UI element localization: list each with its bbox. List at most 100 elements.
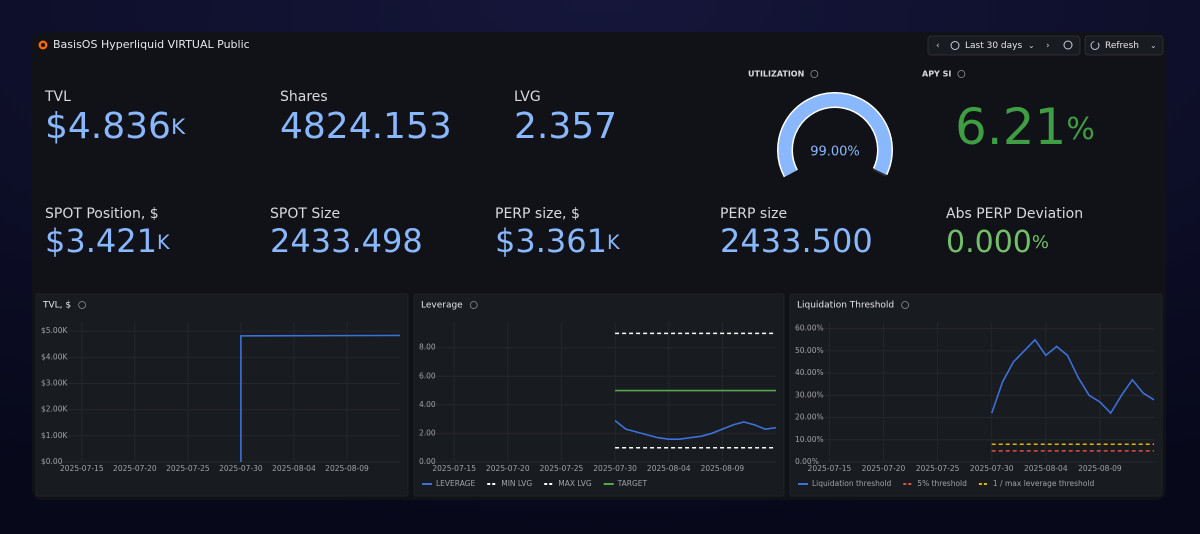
info-icon [901,301,910,309]
refresh-icon [1090,41,1100,50]
dashboard-title: BasisOS Hyperliquid VIRTUAL Public [53,38,250,51]
stat-label: LVG [514,89,541,105]
legend-label: LEVERAGE [436,479,476,488]
time-picker[interactable] [927,35,1081,56]
panel-title: TVL, $ [42,301,71,311]
x-tick-label: 2025-07-30 [970,464,1014,473]
info-icon [810,70,819,78]
x-tick-label: 2025-07-15 [432,464,476,473]
y-tick-label: 0.00 [419,457,436,466]
series-line [990,338,1155,415]
stat-unit: K [607,231,620,254]
x-tick-label: 2025-07-30 [219,464,263,473]
y-tick-label: 40.00% [795,368,824,377]
y-tick-label: 0.00% [795,457,819,466]
info-icon [957,70,966,78]
stat-label: TVL [44,89,71,105]
panel-title: Liquidation Threshold [797,301,894,311]
y-tick-label: $1.00K [41,431,68,440]
y-tick-label: $2.00K [41,405,68,414]
stat-label: Abs PERP Deviation [946,206,1083,222]
stat-unit: K [157,231,170,254]
clock-icon [950,41,960,50]
stat-number: $4.836 [45,106,171,147]
x-tick-label: 2025-08-04 [647,464,691,473]
x-tick-label: 2025-07-20 [486,464,530,473]
stat-value: 2433.498 [270,222,423,260]
stat-value: 6.21% [955,98,1095,156]
stat-number: 0.000 [946,225,1032,260]
panel [413,293,785,497]
dropdown-icon[interactable]: ⌄ [1028,41,1035,50]
gauge-title: UTILIZATION [748,70,804,79]
y-tick-label: 6.00 [419,371,436,380]
series-line [614,419,777,440]
stat-label: PERP size [720,206,787,222]
x-tick-label: 2025-07-20 [862,464,906,473]
y-tick-label: 20.00% [795,413,824,422]
stat-number: $3.421 [45,222,157,260]
stat-value: $4.836K [45,106,186,147]
stat-unit: % [1032,232,1049,253]
x-tick-label: 2025-07-25 [916,464,960,473]
legend-label: 5% threshold [917,479,967,488]
gauge-label: 99.00% [810,145,860,160]
stat-number: 4824.153 [280,106,452,147]
stat-number: 6.21 [955,98,1066,156]
legend-label: Liquidation threshold [812,479,892,488]
x-tick-label: 2025-08-04 [1024,464,1068,473]
y-tick-label: 60.00% [795,324,824,333]
stat-label: SPOT Size [270,206,340,222]
y-tick-label: 10.00% [795,435,824,444]
gauge-value [778,93,892,177]
x-tick-label: 2025-07-15 [60,464,104,473]
x-tick-label: 2025-08-09 [701,464,745,473]
stat-unit: K [171,115,186,140]
legend-label: MIN LVG [501,479,532,488]
y-tick-label: $0.00 [41,457,63,466]
logo-core [41,43,45,47]
stat-number: 2.357 [514,106,617,147]
series-line [240,334,401,462]
y-tick-label: 4.00 [419,400,436,409]
y-tick-label: $4.00K [41,352,68,361]
panel [35,293,409,497]
stat-value: 2.357 [514,106,617,147]
refresh-button[interactable] [1084,35,1164,56]
x-tick-label: 2025-08-04 [272,464,316,473]
stat-label: PERP size, $ [495,206,580,222]
y-tick-label: 8.00 [419,343,436,352]
stat-label: SPOT Position, $ [45,206,159,222]
gauge-track [872,168,887,177]
zoom-out-icon[interactable] [1063,40,1073,50]
stat-label: APY SI [922,70,951,79]
stat-label: Shares [280,89,328,105]
y-tick-label: 2.00 [419,428,436,437]
y-tick-label: 30.00% [795,390,824,399]
info-icon [78,301,87,309]
next-icon[interactable]: › [1046,41,1050,51]
x-tick-label: 2025-07-30 [593,464,637,473]
stat-value: 0.000% [946,225,1049,260]
x-tick-label: 2025-07-15 [808,464,852,473]
dropdown-icon[interactable]: ⌄ [1150,41,1157,50]
x-tick-label: 2025-08-09 [1078,464,1122,473]
legend-label: MAX LVG [558,479,592,488]
stat-number: 2433.500 [720,222,873,260]
info-icon [469,301,478,309]
x-tick-label: 2025-08-09 [325,464,369,473]
refresh-label[interactable]: Refresh [1105,41,1139,51]
legend-label: TARGET [617,479,648,488]
time-range[interactable]: Last 30 days [965,41,1022,51]
x-tick-label: 2025-07-20 [113,464,157,473]
legend-label: 1 / max leverage threshold [993,479,1095,488]
stat-number: $3.361 [495,222,607,260]
stat-value: $3.361K [495,222,620,260]
stat-unit: % [1066,112,1095,147]
y-tick-label: $5.00K [41,326,68,335]
panel-title: Leverage [421,301,463,311]
y-tick-label: 50.00% [795,346,824,355]
stat-value: $3.421K [45,222,170,260]
prev-icon[interactable]: ‹ [936,41,940,51]
